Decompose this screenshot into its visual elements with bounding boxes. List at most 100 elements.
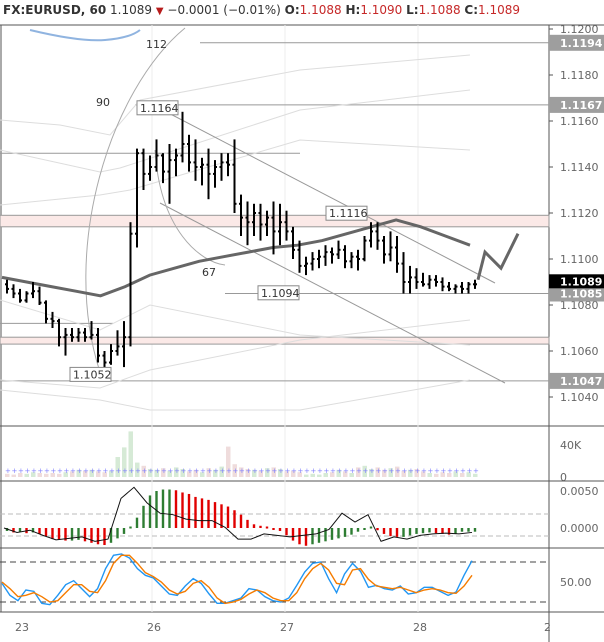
volume-average-mark: + xyxy=(408,467,414,475)
volume-bar xyxy=(369,469,374,477)
volume-bar xyxy=(96,471,101,477)
macd-histogram-bar xyxy=(252,524,256,528)
volume-average-mark: + xyxy=(389,467,395,475)
volume-bar xyxy=(206,468,211,477)
y-tick-label: 1.1040 xyxy=(560,391,599,404)
macd-histogram-bar xyxy=(376,528,379,531)
annotation-box xyxy=(69,366,112,382)
volume-average-mark: + xyxy=(467,467,473,475)
stochastic-k-line xyxy=(1,553,473,606)
annotation-label: 1.1116 xyxy=(329,207,368,220)
volume-average-mark: + xyxy=(246,467,252,475)
price-tag xyxy=(549,34,604,51)
volume-bar xyxy=(167,470,172,477)
macd-histogram-bar xyxy=(421,528,425,534)
axes[interactable]: 1.1200 1.1180 1.1160 1.1140 1.1120 1.1100 1.10… xyxy=(15,23,604,634)
macd-histogram-bar xyxy=(337,528,340,539)
volume-average-mark: + xyxy=(155,467,161,475)
band-line xyxy=(0,299,471,346)
macd-histogram-bar xyxy=(116,528,119,539)
volume-bar xyxy=(135,462,140,477)
volume-average-mark: + xyxy=(291,467,297,475)
macd-histogram-bar xyxy=(129,526,132,529)
volume-average-mark: + xyxy=(259,467,265,475)
volume-bar xyxy=(37,473,42,477)
volume-average-mark: + xyxy=(278,467,284,475)
volume-bar xyxy=(239,467,244,477)
y-tick-label: 1.1180 xyxy=(560,69,599,82)
volume-average-mark: + xyxy=(77,467,83,475)
macd-histogram-bar xyxy=(317,528,321,543)
volume-average-mark: + xyxy=(447,467,453,475)
volume-bar xyxy=(356,467,361,477)
macd-histogram-bar xyxy=(90,528,93,543)
macd-histogram-bar xyxy=(122,528,126,534)
volume-average-mark: + xyxy=(285,467,291,475)
macd-histogram-bar xyxy=(155,491,158,528)
volume-bar xyxy=(161,468,166,477)
volume-bar xyxy=(50,473,55,477)
annotation-box xyxy=(257,285,300,301)
volume-average-mark: + xyxy=(122,467,128,475)
annotation-label: 1.1164 xyxy=(140,102,179,115)
macd-histogram-bar xyxy=(291,528,295,541)
volume-average-mark: + xyxy=(337,467,343,475)
volume-bar xyxy=(408,469,413,477)
price-pane[interactable]: 1.1164 1.1116 1.1094 1.1052 xyxy=(1,100,520,382)
volume-bar xyxy=(271,467,276,477)
volume-bar xyxy=(317,474,322,477)
macd-histogram-bar xyxy=(161,489,165,528)
macd-histogram-bar xyxy=(31,528,35,533)
volume-bar xyxy=(375,467,380,477)
moving-average-line xyxy=(1,218,471,298)
band-line xyxy=(0,379,471,411)
volume-bar xyxy=(343,471,348,477)
price-tag xyxy=(549,285,604,302)
macd-histogram-bar xyxy=(174,490,178,528)
volume-bar xyxy=(284,471,289,477)
macd-histogram-bar xyxy=(278,528,282,531)
volume-average-mark: + xyxy=(311,467,317,475)
symbol-title[interactable]: FX:EURUSD, 60 xyxy=(3,3,107,17)
volume-bar xyxy=(5,473,10,477)
high-value: 1.1090 xyxy=(360,3,403,17)
band-line xyxy=(0,319,471,389)
volume-bar xyxy=(466,472,471,477)
volume-average-mark: + xyxy=(265,467,271,475)
volume-bar xyxy=(102,472,107,477)
volume-average-mark: + xyxy=(356,467,362,475)
volume-average-mark: + xyxy=(402,467,408,475)
open-value: 1.1088 xyxy=(299,3,342,17)
volume-bar xyxy=(83,470,88,477)
volume-average-mark: + xyxy=(324,467,330,475)
y-tick-label: 1.1140 xyxy=(560,161,599,174)
volume-bar xyxy=(115,457,120,477)
y-tick-label: 1.1160 xyxy=(560,115,599,128)
macd-histogram-bar xyxy=(168,489,171,528)
volume-bar xyxy=(362,465,367,477)
y-tick-label: 1.1120 xyxy=(560,207,599,220)
macd-histogram-bar xyxy=(259,525,262,528)
arc-label: 90 xyxy=(96,96,110,109)
volume-bar xyxy=(70,471,75,477)
volume-average-mark: + xyxy=(382,467,388,475)
volume-bar xyxy=(453,471,458,477)
macd-histogram-bar xyxy=(70,528,74,541)
volume-bar xyxy=(447,473,452,477)
arc-label: 67 xyxy=(202,266,216,279)
volume-average-mark: + xyxy=(18,467,24,475)
stochastic-pane: 50.00 xyxy=(0,553,592,606)
volume-average-mark: + xyxy=(272,467,278,475)
volume-bar xyxy=(44,473,49,477)
volume-bar xyxy=(310,473,315,477)
volume-bar xyxy=(297,472,302,477)
macd-histogram-bar xyxy=(343,528,347,537)
volume-bar xyxy=(440,472,445,477)
macd-histogram-bar xyxy=(194,496,197,528)
macd-histogram-bar xyxy=(454,528,457,534)
macd-histogram-bar xyxy=(200,498,204,528)
volume-average-mark: + xyxy=(363,467,369,475)
x-tick-label: 27 xyxy=(280,621,294,634)
volume-average-mark: + xyxy=(142,467,148,475)
